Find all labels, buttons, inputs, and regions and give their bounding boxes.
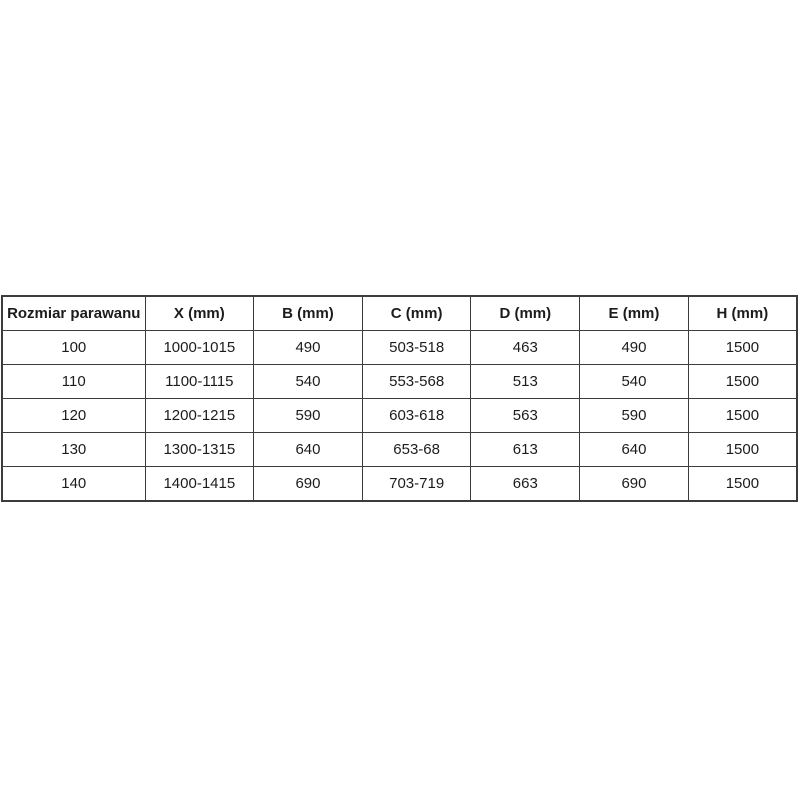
table-cell: 490 (253, 330, 363, 365)
table-row: 130 1300-1315 640 653-68 613 640 1500 (1, 432, 798, 467)
table-row: 120 1200-1215 590 603-618 563 590 1500 (1, 398, 798, 433)
table-cell: 703-719 (361, 466, 472, 502)
column-header-x: X (mm) (144, 295, 255, 331)
table-row: 100 1000-1015 490 503-518 463 490 1500 (1, 330, 798, 365)
table-cell: 120 (1, 398, 146, 433)
table-cell: 1200-1215 (144, 398, 255, 433)
table-cell: 553-568 (361, 364, 472, 399)
size-table: Rozmiar parawanu X (mm) B (mm) C (mm) D … (1, 295, 798, 502)
table-cell: 653-68 (361, 432, 472, 467)
table-cell: 463 (470, 330, 581, 365)
table-cell: 1500 (687, 466, 798, 502)
table-cell: 1300-1315 (144, 432, 255, 467)
column-header-rozmiar: Rozmiar parawanu (1, 295, 146, 331)
table-cell: 1000-1015 (144, 330, 255, 365)
column-header-e: E (mm) (579, 295, 689, 331)
table-cell: 1400-1415 (144, 466, 255, 502)
table-cell: 690 (579, 466, 689, 502)
table-cell: 140 (1, 466, 146, 502)
table-cell: 100 (1, 330, 146, 365)
column-header-b: B (mm) (253, 295, 363, 331)
column-header-h: H (mm) (687, 295, 798, 331)
table-cell: 690 (253, 466, 363, 502)
table-cell: 613 (470, 432, 581, 467)
table-cell: 110 (1, 364, 146, 399)
column-header-d: D (mm) (470, 295, 581, 331)
table-cell: 1500 (687, 432, 798, 467)
table-cell: 590 (579, 398, 689, 433)
table-cell: 603-618 (361, 398, 472, 433)
table-row: 110 1100-1115 540 553-568 513 540 1500 (1, 364, 798, 399)
table-cell: 1500 (687, 364, 798, 399)
table-cell: 1500 (687, 398, 798, 433)
table-cell: 490 (579, 330, 689, 365)
table-cell: 513 (470, 364, 581, 399)
table-cell: 540 (579, 364, 689, 399)
table-cell: 640 (253, 432, 363, 467)
table-cell: 1500 (687, 330, 798, 365)
table-row: 140 1400-1415 690 703-719 663 690 1500 (1, 466, 798, 502)
table-cell: 590 (253, 398, 363, 433)
table-cell: 640 (579, 432, 689, 467)
table-cell: 540 (253, 364, 363, 399)
table-cell: 663 (470, 466, 581, 502)
table-cell: 503-518 (361, 330, 472, 365)
table-cell: 1100-1115 (144, 364, 255, 399)
table-cell: 563 (470, 398, 581, 433)
table-cell: 130 (1, 432, 146, 467)
header-row: Rozmiar parawanu X (mm) B (mm) C (mm) D … (1, 295, 798, 331)
column-header-c: C (mm) (361, 295, 472, 331)
